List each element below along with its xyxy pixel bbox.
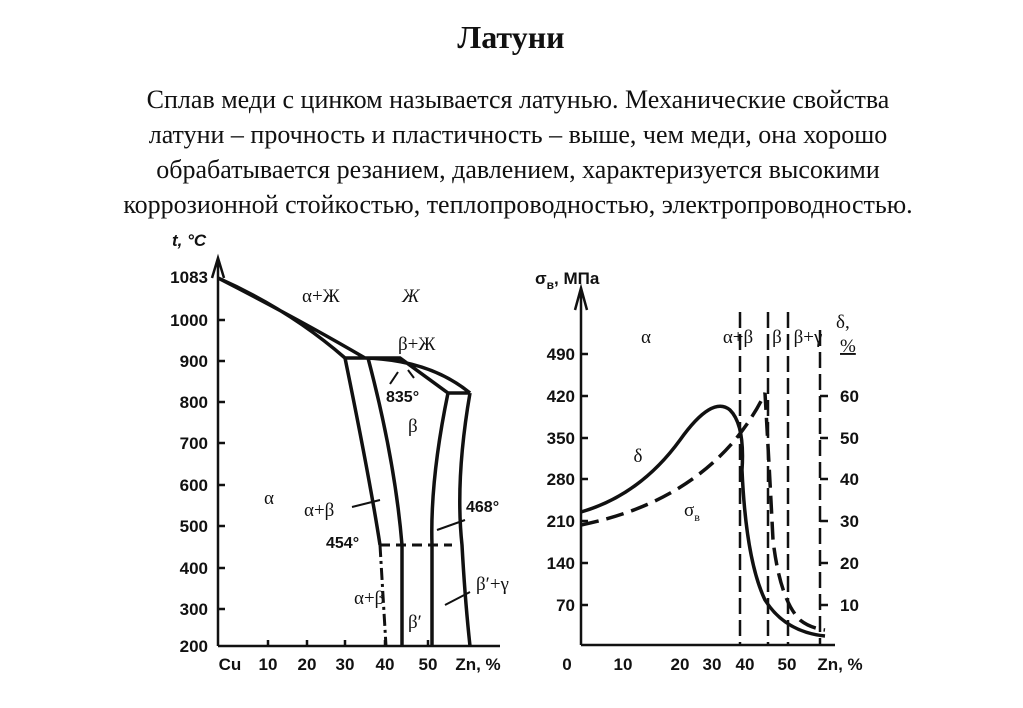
x-tick-label: 0 <box>562 655 571 674</box>
y-tick-label: 350 <box>547 429 575 448</box>
y-axis-label: σв, МПа <box>535 269 600 292</box>
x-tick-label: Cu <box>219 655 242 674</box>
y-tick-label: 210 <box>547 512 575 531</box>
y-tick-label: 1083 <box>170 268 208 287</box>
title: Латуни <box>457 19 564 55</box>
region-label: Ж <box>401 286 421 307</box>
x-tick-label: 10 <box>614 655 633 674</box>
paragraph-line: Сплав меди с цинком называется латунью. … <box>147 85 890 114</box>
y2-axis-label: δ, <box>836 312 850 333</box>
x-tick-label: 10 <box>259 655 278 674</box>
y-tick-label: 280 <box>547 470 575 489</box>
phase-boundaries <box>738 312 822 645</box>
x-tick-label: 50 <box>778 655 797 674</box>
region-label: β+γ <box>794 327 823 348</box>
dash-dot-line <box>378 544 388 647</box>
region-label: β+Ж <box>398 334 436 355</box>
label-part: σ <box>684 500 694 521</box>
y-tick-label: 400 <box>180 559 208 578</box>
region-label: 468° <box>466 499 499 516</box>
y-tick-label: 420 <box>547 387 575 406</box>
region-label: 835° <box>386 389 419 406</box>
region-label: β <box>408 416 418 437</box>
phase-lines <box>217 276 472 647</box>
axes <box>210 253 500 648</box>
x-tick-label: Zn, % <box>817 655 862 674</box>
x-tick-label: 20 <box>671 655 690 674</box>
y2-tick-label: 60 <box>840 387 859 406</box>
y2-tick-label: 50 <box>840 429 859 448</box>
region-label: 454° <box>326 535 359 552</box>
region-label: α+Ж <box>302 286 341 307</box>
ticks <box>218 318 430 646</box>
paragraph-line: латуни – прочность и пластичность – выше… <box>149 120 888 149</box>
region-label: α <box>264 488 274 509</box>
label-part: , МПа <box>554 269 600 288</box>
x-tick-label: 40 <box>736 655 755 674</box>
y-tick-label: 500 <box>180 517 208 536</box>
x-tick-label: 30 <box>703 655 722 674</box>
y-tick-label: 900 <box>180 352 208 371</box>
y-tick-label: 800 <box>180 393 208 412</box>
x-tick-label: 20 <box>298 655 317 674</box>
y-axis-label: t, °C <box>172 231 207 250</box>
region-label: α+β <box>304 500 334 521</box>
phase-diagram: t, °C 1083 1000 900 800 700 600 500 400 … <box>170 231 509 674</box>
y2-axis-label: % <box>840 336 856 357</box>
region-label: β′+γ <box>476 574 509 595</box>
paragraph-line: обрабатывается резанием, давлением, хара… <box>156 155 880 184</box>
y-tick-label: 70 <box>556 596 575 615</box>
paragraph-line: коррозионной стойкостью, теплопроводност… <box>123 190 912 219</box>
label-part: в <box>547 278 554 292</box>
label-part: в <box>694 510 700 524</box>
y-tick-label: 300 <box>180 600 208 619</box>
y-tick-label: 140 <box>547 554 575 573</box>
sigma-curve <box>580 392 826 632</box>
region-label: α+β <box>723 327 753 348</box>
y-tick-label: 200 <box>180 637 208 656</box>
y-tick-label: 700 <box>180 434 208 453</box>
y-tick-label: 490 <box>547 345 575 364</box>
label-part: σ <box>535 269 547 288</box>
x-tick-label: Zn, % <box>455 655 500 674</box>
curve-label: σв <box>684 500 700 524</box>
axes <box>573 283 835 647</box>
region-label: α <box>641 327 651 348</box>
curve-label: δ <box>634 446 643 467</box>
y2-tick-label: 30 <box>840 512 859 531</box>
y2-tick-label: 40 <box>840 470 859 489</box>
ticks <box>581 352 828 607</box>
region-label: β′ <box>408 612 422 633</box>
region-label: α+β <box>354 588 384 609</box>
x-tick-label: 50 <box>419 655 438 674</box>
y-tick-label: 600 <box>180 476 208 495</box>
property-diagram: σв, МПа 490 420 350 280 210 140 70 60 50… <box>535 269 863 674</box>
leader-lines <box>351 369 471 606</box>
y2-tick-label: 20 <box>840 554 859 573</box>
y2-tick-label: 10 <box>840 596 859 615</box>
x-tick-label: 40 <box>376 655 395 674</box>
x-tick-label: 30 <box>336 655 355 674</box>
region-label: β <box>772 327 782 348</box>
y-tick-label: 1000 <box>170 311 208 330</box>
